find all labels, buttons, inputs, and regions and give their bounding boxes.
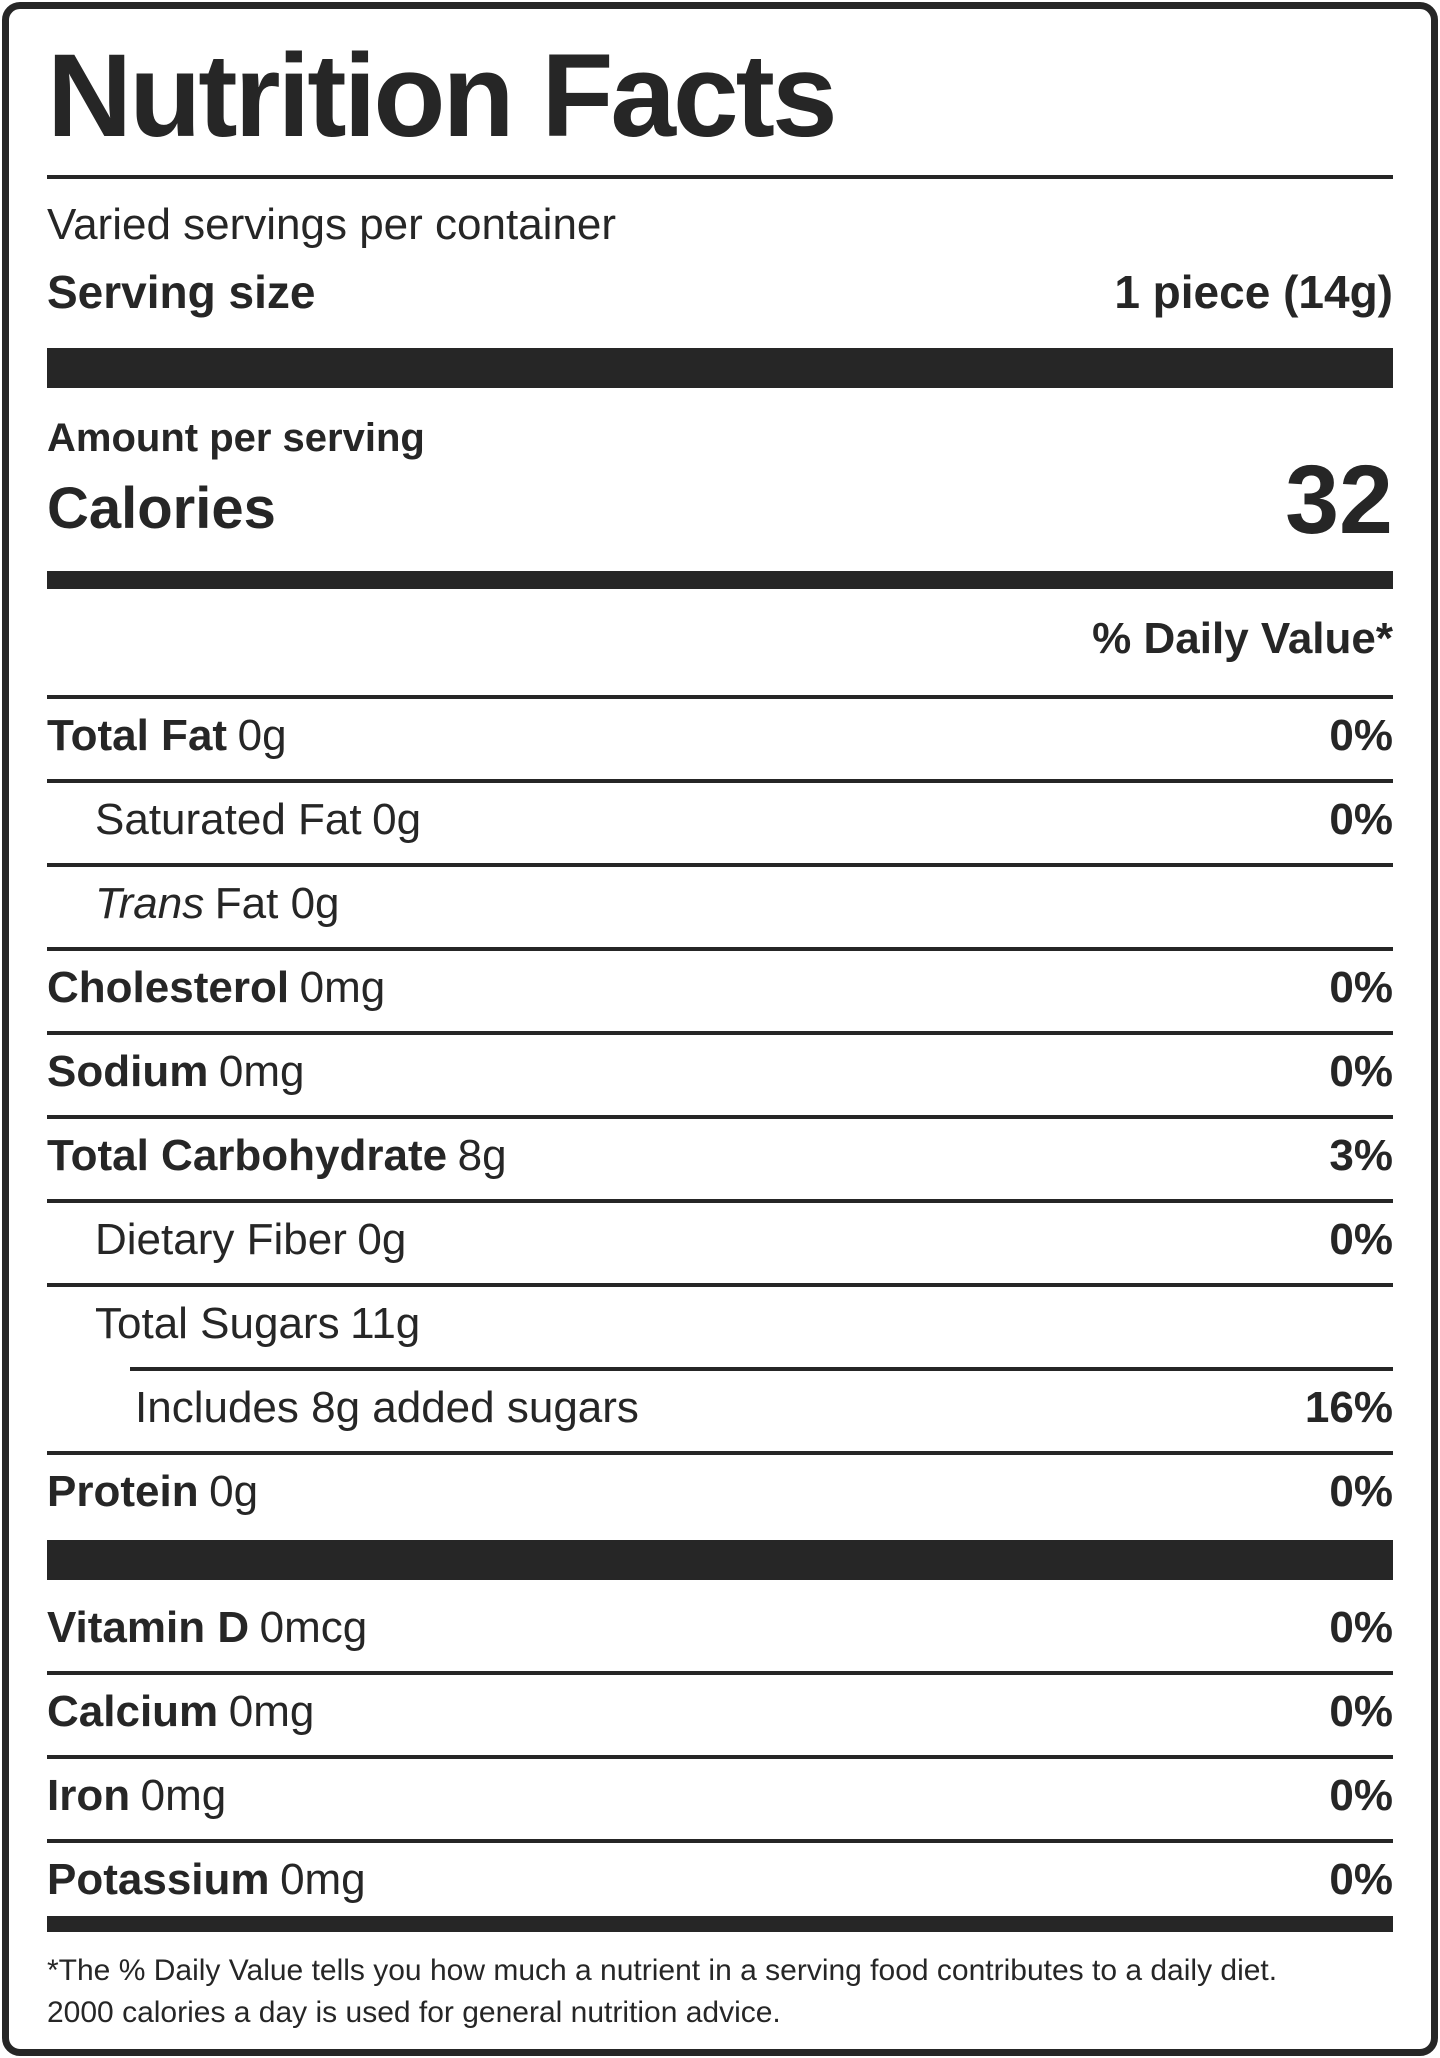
- nutrient-row-total-carbohydrate: Total Carbohydrate 8g 3%: [47, 1119, 1393, 1199]
- row-divider: [47, 1839, 1393, 1843]
- row-divider: [47, 1755, 1393, 1759]
- daily-value-footnote: *The % Daily Value tells you how much a …: [47, 1950, 1393, 2034]
- calories-value: 32: [1285, 445, 1393, 554]
- nutrient-amount: 0g: [209, 1467, 259, 1516]
- nutrient-name: Cholesterol: [47, 963, 290, 1012]
- serving-size-value: 1 piece (14g): [1114, 266, 1393, 318]
- nutrient-row-saturated-fat: Saturated Fat 0g 0%: [47, 783, 1393, 863]
- nutrient-dv: 0%: [1329, 1603, 1393, 1652]
- nutrient-amount: 0mg: [218, 1047, 305, 1096]
- row-divider: [47, 1199, 1393, 1203]
- nutrient-amount: 0mg: [140, 1771, 227, 1820]
- nutrient-name: Total Carbohydrate: [47, 1131, 448, 1180]
- nutrient-dv: 3%: [1329, 1131, 1393, 1180]
- nutrient-amount: 8g: [457, 1131, 507, 1180]
- nutrient-row-trans-fat: Trans Fat 0g: [47, 867, 1393, 947]
- row-divider: [47, 695, 1393, 699]
- nutrient-name: Calcium: [47, 1687, 219, 1736]
- nutrient-amount: 0mg: [299, 963, 386, 1012]
- row-divider: [47, 947, 1393, 951]
- nutrient-row-dietary-fiber: Dietary Fiber 0g 0%: [47, 1203, 1393, 1283]
- nutrient-name-italic: Trans: [95, 879, 205, 928]
- nutrient-row-cholesterol: Cholesterol 0mg 0%: [47, 951, 1393, 1031]
- serving-size-label: Serving size: [47, 266, 316, 318]
- row-divider-inset: [130, 1367, 1393, 1371]
- nutrient-dv: 0%: [1329, 1047, 1393, 1096]
- nutrient-name: Sodium: [47, 1047, 209, 1096]
- nutrient-name: Potassium: [47, 1855, 270, 1904]
- bottom-separator-bar: [47, 1916, 1393, 1932]
- calories-row: Calories 32: [47, 445, 1393, 554]
- row-divider: [47, 1451, 1393, 1455]
- nutrient-dv: 0%: [1329, 1687, 1393, 1736]
- medium-separator-bar: [47, 571, 1393, 589]
- nutrient-row-potassium: Potassium 0mg 0%: [47, 1843, 1393, 1916]
- daily-value-header: % Daily Value*: [1092, 614, 1393, 663]
- nutrient-name: Dietary Fiber: [95, 1215, 347, 1264]
- nutrient-amount: 0mcg: [259, 1603, 368, 1652]
- nutrient-row-sodium: Sodium 0mg 0%: [47, 1035, 1393, 1115]
- nutrient-amount: 0g: [372, 795, 422, 844]
- nutrient-dv: 16%: [1304, 1383, 1393, 1432]
- footnote-line-1: *The % Daily Value tells you how much a …: [47, 1954, 1278, 1987]
- serving-size-row: Serving size 1 piece (14g): [47, 269, 1393, 315]
- nutrient-name: Saturated Fat: [95, 795, 362, 844]
- nutrient-dv: 0%: [1329, 795, 1393, 844]
- nutrient-row-calcium: Calcium 0mg 0%: [47, 1675, 1393, 1755]
- nutrient-amount: 0g: [357, 1215, 407, 1264]
- thick-separator-bar: [47, 1540, 1393, 1580]
- nutrient-dv: 0%: [1329, 1215, 1393, 1264]
- nutrient-name: Total Sugars: [95, 1299, 340, 1348]
- row-divider: [47, 1115, 1393, 1119]
- nutrient-row-added-sugars: Includes 8g added sugars 16%: [47, 1371, 1393, 1451]
- row-divider: [47, 1283, 1393, 1287]
- nutrient-amount: 0mg: [228, 1687, 315, 1736]
- footnote-line-2: 2000 calories a day is used for general …: [47, 1996, 781, 2029]
- servings-per-container: Varied servings per container: [47, 200, 617, 249]
- label-title: Nutrition Facts: [47, 30, 838, 162]
- nutrient-amount: 0mg: [280, 1855, 366, 1904]
- row-divider: [47, 1031, 1393, 1035]
- amount-per-serving-label: Amount per serving: [47, 416, 425, 460]
- nutrient-row-vitamin-d: Vitamin D 0mcg 0%: [47, 1580, 1393, 1671]
- nutrient-amount: 11g: [350, 1299, 421, 1348]
- nutrient-row-iron: Iron 0mg 0%: [47, 1759, 1393, 1839]
- title-divider: [47, 175, 1393, 179]
- nutrient-dv: 0%: [1329, 711, 1393, 760]
- calories-label: Calories: [47, 476, 276, 541]
- nutrient-row-total-sugars: Total Sugars 11g: [47, 1287, 1393, 1367]
- nutrient-row-protein: Protein 0g 0%: [47, 1455, 1393, 1535]
- nutrient-dv: 0%: [1329, 963, 1393, 1012]
- nutrient-name: Includes 8g added sugars: [135, 1383, 639, 1432]
- nutrient-dv: 0%: [1329, 1771, 1393, 1820]
- nutrient-name: Iron: [47, 1771, 131, 1820]
- nutrient-dv: 0%: [1329, 1467, 1393, 1516]
- row-divider: [47, 1671, 1393, 1675]
- nutrient-name: Vitamin D: [47, 1603, 250, 1652]
- nutrient-row-total-fat: Total Fat 0g 0%: [47, 699, 1393, 779]
- nutrient-name: Protein: [47, 1467, 199, 1516]
- nutrient-amount: 0g: [237, 711, 287, 760]
- row-divider: [47, 863, 1393, 867]
- nutrient-dv: 0%: [1329, 1855, 1393, 1904]
- thick-separator-bar: [47, 348, 1393, 388]
- nutrient-name: Total Fat: [47, 711, 228, 760]
- nutrient-amount: Fat 0g: [214, 879, 340, 928]
- row-divider: [47, 779, 1393, 783]
